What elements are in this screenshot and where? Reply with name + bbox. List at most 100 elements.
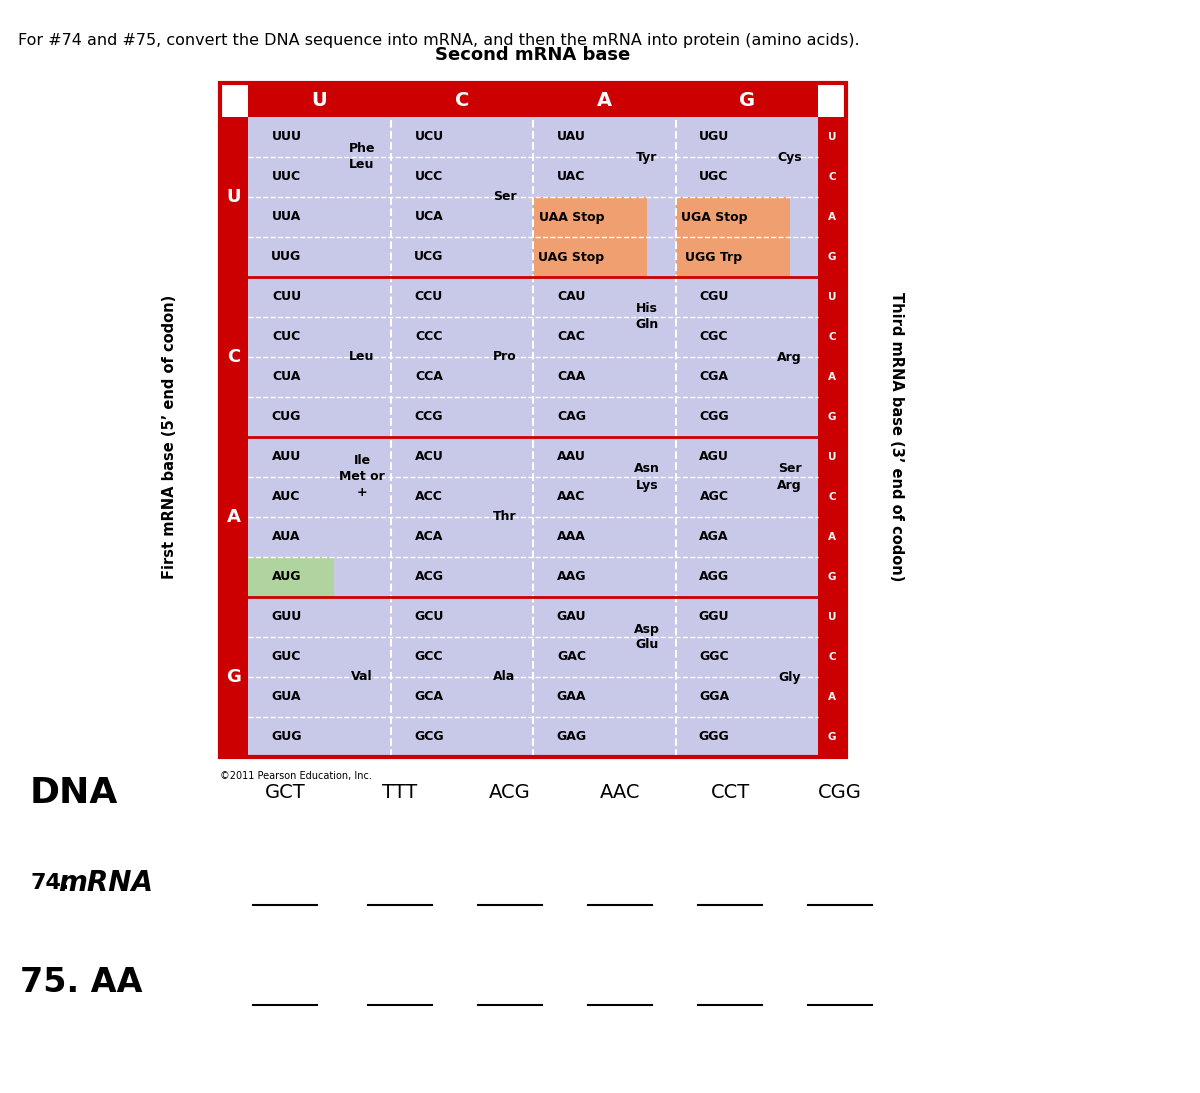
- Text: U: U: [311, 91, 328, 109]
- Text: ©2011 Pearson Education, Inc.: ©2011 Pearson Education, Inc.: [220, 771, 372, 781]
- Text: A: A: [828, 692, 836, 702]
- Text: G: G: [828, 412, 836, 422]
- Text: UAC: UAC: [557, 171, 586, 184]
- Text: C: C: [828, 332, 836, 342]
- Text: G: G: [828, 732, 836, 742]
- Text: UAA Stop: UAA Stop: [539, 211, 605, 223]
- Bar: [220, 83, 846, 757]
- Text: UUA: UUA: [272, 211, 301, 223]
- Text: UCU: UCU: [414, 130, 444, 143]
- Text: GGA: GGA: [698, 691, 730, 704]
- Text: GGG: GGG: [698, 730, 730, 743]
- Text: AUA: AUA: [272, 530, 301, 543]
- Text: CGU: CGU: [700, 291, 728, 304]
- Text: AAC: AAC: [600, 784, 641, 802]
- Text: Phe
Leu: Phe Leu: [349, 142, 376, 172]
- Text: CCU: CCU: [415, 291, 443, 304]
- Bar: [248, 117, 818, 757]
- Text: CAC: CAC: [558, 330, 586, 343]
- Text: ACG: ACG: [414, 571, 444, 584]
- Text: GUU: GUU: [271, 611, 301, 623]
- Text: GCA: GCA: [414, 691, 444, 704]
- Text: DNA: DNA: [30, 776, 119, 810]
- Text: UGG Trp: UGG Trp: [685, 250, 743, 263]
- Text: UGC: UGC: [700, 171, 728, 184]
- Text: GGU: GGU: [698, 611, 730, 623]
- Text: UUU: UUU: [271, 130, 301, 143]
- Text: CAU: CAU: [557, 291, 586, 304]
- Text: A: A: [227, 508, 241, 526]
- Text: AAA: AAA: [557, 530, 586, 543]
- Text: CAG: CAG: [557, 411, 586, 423]
- Text: ACC: ACC: [415, 491, 443, 504]
- Text: AUC: AUC: [272, 491, 301, 504]
- Text: UCG: UCG: [414, 250, 444, 263]
- Text: For #74 and #75, convert the DNA sequence into mRNA, and then the mRNA into prot: For #74 and #75, convert the DNA sequenc…: [18, 33, 859, 48]
- Text: A: A: [596, 91, 612, 109]
- Text: CAA: CAA: [557, 371, 586, 384]
- Text: GUC: GUC: [271, 650, 301, 663]
- Text: GAG: GAG: [557, 730, 587, 743]
- Text: UCC: UCC: [415, 171, 443, 184]
- Text: U: U: [828, 612, 836, 622]
- Text: 74.: 74.: [30, 873, 70, 893]
- Bar: [220, 117, 248, 757]
- Text: UUG: UUG: [271, 250, 301, 263]
- Text: G: G: [227, 668, 241, 686]
- Text: GUA: GUA: [271, 691, 301, 704]
- Text: UGU: UGU: [698, 130, 730, 143]
- Text: CCC: CCC: [415, 330, 443, 343]
- Text: GGC: GGC: [700, 650, 728, 663]
- Text: AGG: AGG: [698, 571, 730, 584]
- Text: GAA: GAA: [557, 691, 587, 704]
- Text: Leu: Leu: [349, 351, 374, 364]
- Text: Arg: Arg: [778, 351, 802, 364]
- Text: GAU: GAU: [557, 611, 587, 623]
- Text: Ser
Arg: Ser Arg: [778, 462, 802, 492]
- Text: Tyr: Tyr: [636, 151, 658, 164]
- Text: UGA Stop: UGA Stop: [680, 211, 748, 223]
- Text: ACG: ACG: [490, 784, 530, 802]
- Text: CCG: CCG: [415, 411, 443, 423]
- Bar: [533, 197, 647, 237]
- Text: Asp
Glu: Asp Glu: [634, 623, 660, 651]
- Text: GCC: GCC: [415, 650, 443, 663]
- Text: GUG: GUG: [271, 730, 301, 743]
- Text: Thr: Thr: [493, 510, 516, 524]
- Text: CGC: CGC: [700, 330, 728, 343]
- Text: Third mRNA base (3’ end of codon): Third mRNA base (3’ end of codon): [888, 292, 904, 581]
- Text: UCA: UCA: [415, 211, 443, 223]
- Text: ACA: ACA: [415, 530, 443, 543]
- Text: G: G: [828, 252, 836, 262]
- Text: Val: Val: [352, 670, 373, 683]
- Text: First mRNA base (5’ end of codon): First mRNA base (5’ end of codon): [162, 295, 178, 579]
- Text: GCU: GCU: [414, 611, 444, 623]
- Text: mRNA: mRNA: [58, 869, 154, 897]
- Text: CCT: CCT: [710, 784, 750, 802]
- Text: UAG Stop: UAG Stop: [539, 250, 605, 263]
- Bar: [676, 237, 790, 277]
- Text: Asn
Lys: Asn Lys: [634, 462, 660, 492]
- Text: GAC: GAC: [557, 650, 586, 663]
- Text: GCG: GCG: [414, 730, 444, 743]
- Text: UAU: UAU: [557, 130, 586, 143]
- Text: G: G: [828, 572, 836, 581]
- Text: C: C: [828, 653, 836, 662]
- Text: U: U: [828, 292, 836, 302]
- Text: AUG: AUG: [271, 571, 301, 584]
- Bar: [533, 237, 647, 277]
- Text: Second mRNA base: Second mRNA base: [436, 46, 631, 64]
- Text: CUA: CUA: [272, 371, 301, 384]
- Text: C: C: [455, 91, 469, 109]
- Text: C: C: [828, 492, 836, 502]
- Text: UUC: UUC: [272, 171, 301, 184]
- Text: AGA: AGA: [700, 530, 728, 543]
- Text: U: U: [828, 453, 836, 462]
- Text: CGG: CGG: [818, 784, 862, 802]
- Text: A: A: [828, 212, 836, 222]
- Text: G: G: [739, 91, 755, 109]
- Text: TTT: TTT: [383, 784, 418, 802]
- Text: Ile
Met or
+: Ile Met or +: [340, 455, 385, 500]
- Text: AAG: AAG: [557, 571, 587, 584]
- Text: ACU: ACU: [415, 450, 443, 463]
